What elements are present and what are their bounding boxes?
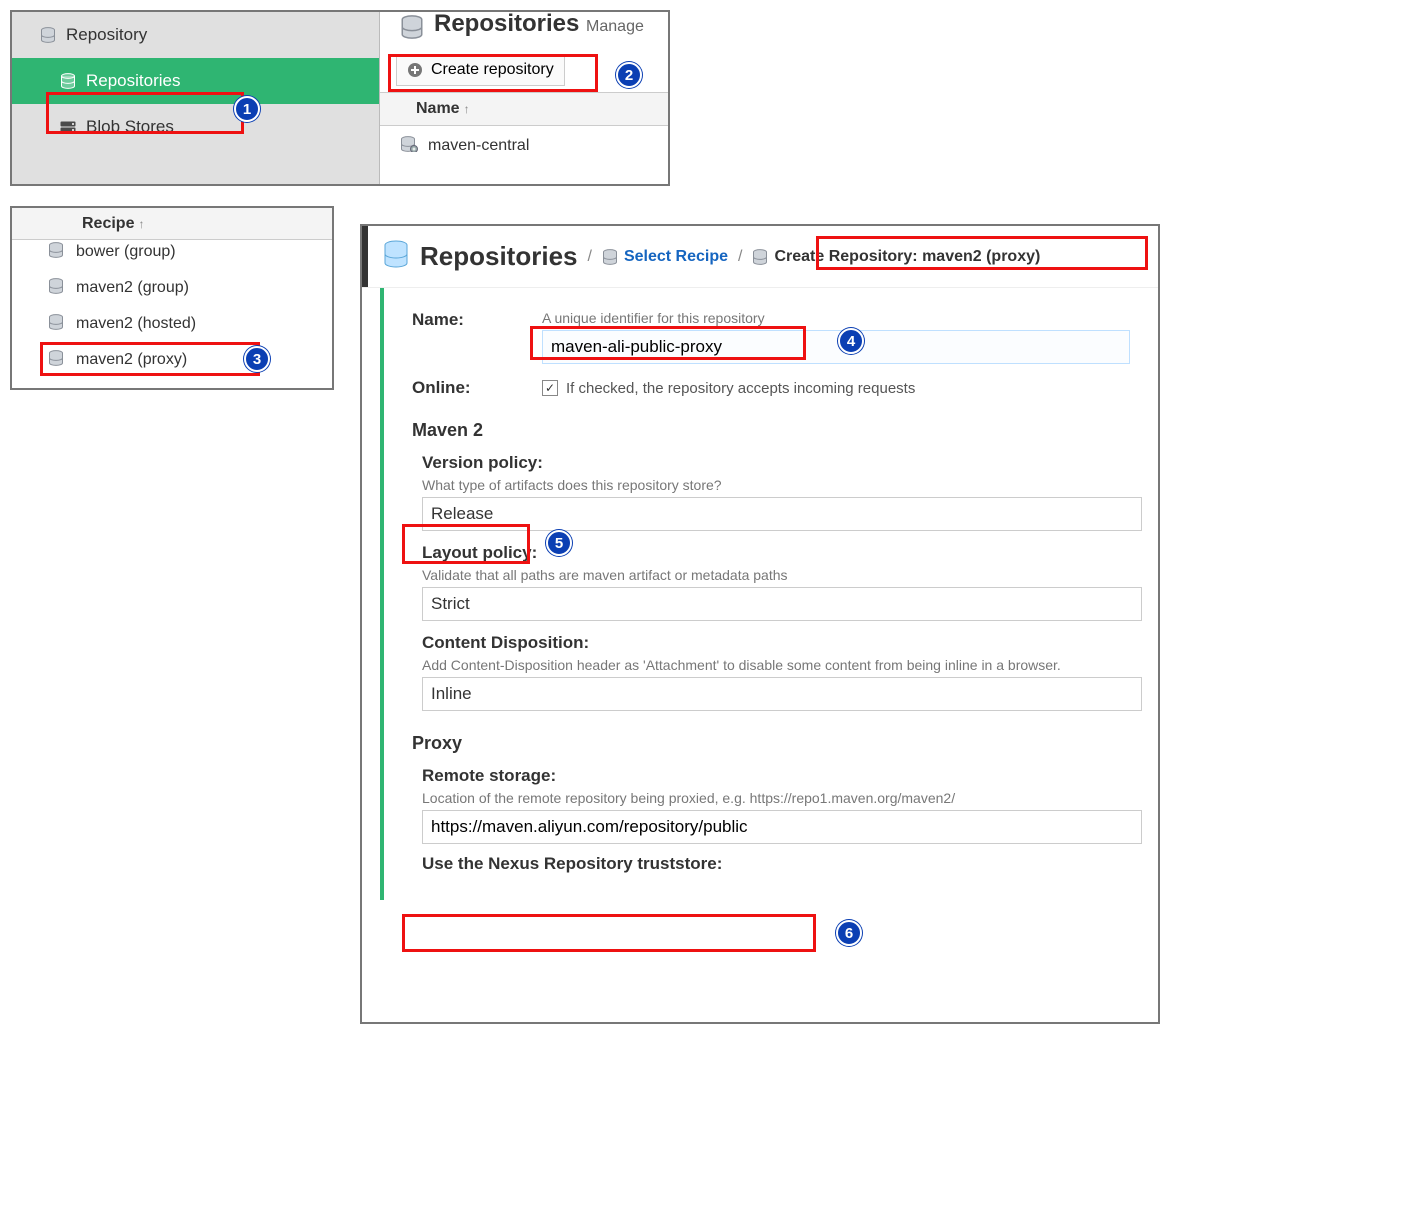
plus-circle-icon (407, 62, 423, 78)
name-hint: A unique identifier for this repository (542, 310, 1130, 326)
online-checkbox[interactable]: ✓ (542, 380, 558, 396)
breadcrumb-label: Create Repository: maven2 (proxy) (774, 248, 1040, 266)
top-panel: Repository Repositories Blob Stores Repo… (10, 10, 670, 186)
section-maven2: Maven 2 (412, 420, 1130, 441)
column-label: Recipe (82, 215, 134, 233)
database-icon (48, 314, 64, 335)
recipe-name: maven2 (hosted) (76, 315, 196, 333)
database-icon (382, 240, 410, 273)
select-value: Inline (431, 684, 472, 703)
repository-row[interactable]: maven-central (380, 126, 668, 166)
breadcrumb-separator: / (588, 248, 592, 266)
recipe-name: maven2 (proxy) (76, 351, 187, 369)
recipe-row[interactable]: maven2 (hosted) (12, 306, 332, 342)
recipe-maven2-proxy[interactable]: maven2 (proxy) (12, 342, 332, 378)
database-icon (48, 278, 64, 299)
disk-stack-icon (60, 121, 76, 133)
layout-policy-label: Layout policy: (422, 543, 1130, 563)
remote-storage-label: Remote storage: (422, 766, 1130, 786)
name-label: Name: (412, 310, 542, 364)
version-policy-select[interactable]: Release (422, 497, 1142, 531)
section-proxy: Proxy (412, 733, 1130, 754)
select-value: Release (431, 504, 493, 523)
breadcrumb-separator: / (738, 248, 742, 266)
nav-label: Repositories (86, 71, 181, 91)
recipe-name: bower (group) (76, 243, 176, 261)
recipe-name: maven2 (group) (76, 279, 189, 297)
database-link-icon (400, 136, 418, 157)
create-repository-form: Repositories / Select Recipe / Create Re… (360, 224, 1160, 1024)
repositories-header: Repositories Manage (380, 12, 668, 48)
sidebar-nav: Repository Repositories Blob Stores (12, 12, 379, 184)
layout-policy-hint: Validate that all paths are maven artifa… (422, 567, 1130, 583)
repository-name: maven-central (428, 137, 529, 155)
sort-asc-icon: ↑ (464, 102, 470, 116)
recipe-panel: Recipe ↑ bower (group) maven2 (group) mav… (10, 206, 334, 390)
online-label: Online: (412, 378, 542, 398)
sidebar-item-repositories[interactable]: Repositories (12, 58, 379, 104)
database-icon (48, 242, 64, 263)
remote-storage-hint: Location of the remote repository being … (422, 790, 1130, 806)
button-label: Create repository (431, 61, 554, 79)
recipe-row[interactable]: maven2 (group) (12, 270, 332, 306)
form-body: Name: A unique identifier for this repos… (380, 288, 1158, 900)
sort-asc-icon: ↑ (138, 217, 144, 231)
content-disposition-select[interactable]: Inline (422, 677, 1142, 711)
breadcrumb: Repositories / Select Recipe / Create Re… (362, 226, 1158, 288)
repositories-column: Repositories Manage Create repository Na… (379, 12, 668, 184)
breadcrumb-select-recipe[interactable]: Select Recipe (602, 248, 728, 266)
version-policy-hint: What type of artifacts does this reposit… (422, 477, 1130, 493)
nav-label: Repository (66, 25, 147, 45)
column-label: Name (416, 100, 460, 118)
page-title: Repositories (434, 12, 579, 37)
content-disposition-hint: Add Content-Disposition header as 'Attac… (422, 657, 1130, 673)
sidebar-item-blob-stores[interactable]: Blob Stores (12, 104, 379, 150)
database-icon (60, 73, 76, 89)
create-repository-button[interactable]: Create repository (396, 54, 565, 86)
select-value: Strict (431, 594, 470, 613)
sidebar-item-repository[interactable]: Repository (12, 12, 379, 58)
remote-storage-input[interactable] (422, 810, 1142, 844)
version-policy-label: Version policy: (422, 453, 1130, 473)
annotation-box (402, 914, 816, 952)
database-icon (40, 27, 56, 43)
content-disposition-label: Content Disposition: (422, 633, 1130, 653)
annotation-badge: 6 (836, 920, 862, 946)
breadcrumb-title: Repositories (420, 241, 578, 272)
page-subtitle: Manage (586, 18, 644, 35)
database-icon (400, 15, 424, 46)
nav-label: Blob Stores (86, 117, 174, 137)
database-icon (48, 350, 64, 371)
name-input[interactable] (542, 330, 1130, 364)
recipe-row[interactable]: bower (group) (12, 234, 332, 270)
truststore-label: Use the Nexus Repository truststore: (422, 854, 1130, 874)
online-hint: If checked, the repository accepts incom… (566, 380, 915, 397)
breadcrumb-current: Create Repository: maven2 (proxy) (752, 248, 1040, 266)
breadcrumb-label: Select Recipe (624, 248, 728, 266)
layout-policy-select[interactable]: Strict (422, 587, 1142, 621)
column-header-name[interactable]: Name ↑ (380, 92, 668, 126)
